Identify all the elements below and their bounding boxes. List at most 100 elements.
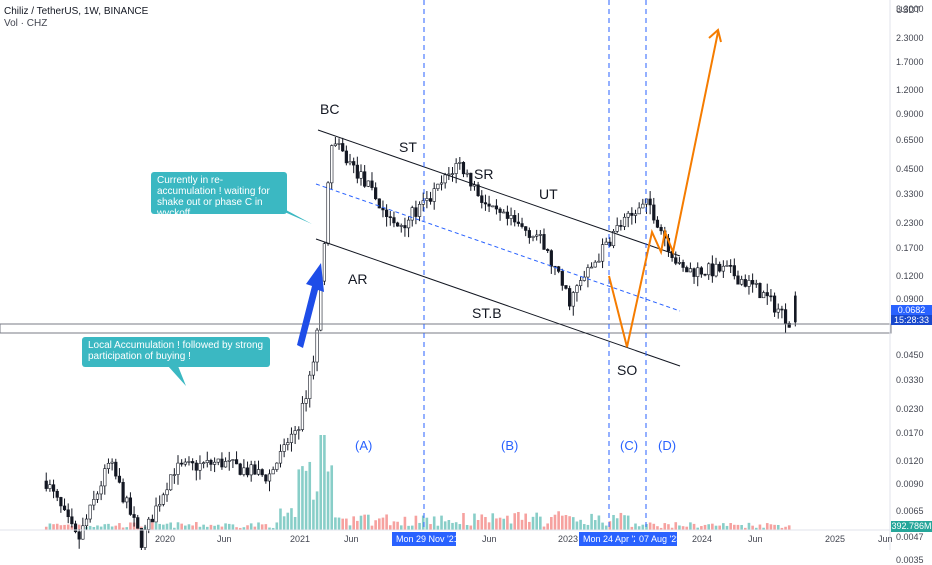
- candle-body: [84, 518, 89, 527]
- candle-body: [359, 171, 363, 179]
- candle-body: [352, 161, 356, 166]
- volume-bar: [626, 515, 630, 530]
- volume-bar: [399, 525, 403, 530]
- candle-body: [88, 504, 92, 520]
- volume-bar: [205, 526, 209, 530]
- volume-bar: [162, 524, 165, 530]
- volume-bar: [542, 526, 546, 530]
- volume-bar: [440, 515, 443, 530]
- candle-body: [428, 198, 433, 202]
- volume-bar: [462, 513, 465, 530]
- candle-body: [81, 525, 85, 540]
- candle-body: [461, 162, 466, 175]
- candle-body: [308, 374, 312, 399]
- candle-series: [44, 137, 797, 550]
- candle-body: [637, 207, 641, 215]
- volume-bar: [334, 517, 337, 530]
- candle-body: [92, 499, 96, 506]
- volume-bar: [209, 524, 213, 530]
- candle-body: [370, 180, 374, 188]
- volume-bar: [575, 521, 579, 530]
- volume-bar: [765, 523, 769, 530]
- volume-bar: [615, 518, 619, 530]
- volume-bar: [301, 466, 304, 530]
- candle-body: [765, 292, 769, 297]
- volume-bar: [96, 525, 99, 530]
- volume-bar: [528, 521, 531, 530]
- candle-body: [729, 265, 733, 267]
- volume-bar: [582, 524, 586, 530]
- projection-path: [608, 31, 719, 348]
- volume-bar: [637, 526, 641, 530]
- label-so: SO: [617, 362, 638, 378]
- volume-bar: [553, 514, 557, 530]
- candle-body: [707, 263, 711, 276]
- candle-body: [783, 309, 788, 324]
- candle-body: [710, 263, 714, 277]
- candle-body: [73, 523, 78, 533]
- time-tick: Jun: [748, 534, 763, 544]
- candle-body: [655, 219, 660, 228]
- volume-bar: [436, 525, 440, 530]
- candle-body: [337, 143, 341, 145]
- candle-body: [542, 234, 546, 250]
- candle-body: [44, 480, 48, 489]
- support-zone: [0, 323, 892, 334]
- channel-mid-line: [315, 183, 681, 312]
- candle-body: [754, 283, 758, 285]
- volume-bar: [714, 525, 718, 530]
- candle-body: [589, 266, 594, 269]
- candle-body: [571, 292, 575, 307]
- volume-bar: [107, 523, 110, 530]
- candle-body: [300, 403, 305, 430]
- volume-bar: [619, 512, 623, 530]
- price-tick: 0.0035: [896, 555, 924, 565]
- callout-local-accumulation: Local Accumulation ! followed by strong …: [82, 337, 270, 367]
- volume-bar: [59, 525, 63, 530]
- candle-body: [311, 361, 316, 376]
- candle-body: [191, 461, 195, 464]
- candle-body: [494, 205, 499, 210]
- bar-countdown-tag: 15:28:33: [891, 315, 932, 325]
- volume-bar: [667, 524, 670, 530]
- volume-bar: [410, 525, 414, 530]
- volume-bar: [425, 517, 429, 530]
- candle-body: [304, 398, 308, 404]
- volume-bar: [634, 523, 637, 530]
- candle-body: [502, 211, 506, 214]
- candle-body: [344, 150, 348, 164]
- candle-body: [604, 241, 608, 245]
- volume-bar: [345, 518, 348, 530]
- candle-body: [114, 461, 118, 477]
- volume-bar: [546, 523, 549, 530]
- volume-bar: [776, 524, 780, 530]
- volume-bar: [740, 525, 743, 530]
- volume-bar: [114, 525, 118, 530]
- volume-bar: [88, 525, 92, 530]
- volume-bar: [535, 512, 538, 530]
- candle-body: [549, 250, 553, 267]
- candle-body: [611, 231, 616, 247]
- volume-bar: [220, 526, 224, 530]
- bubble-tail-local: [168, 366, 186, 386]
- volume-bar: [92, 527, 96, 530]
- volume-bar: [257, 522, 260, 530]
- candle-body: [395, 222, 400, 227]
- volume-bar: [597, 515, 601, 530]
- volume-bar: [506, 515, 509, 530]
- volume-bar: [451, 522, 454, 530]
- volume-bar: [337, 517, 341, 530]
- candle-body: [747, 280, 751, 287]
- candle-body: [267, 473, 272, 482]
- volume-bar: [414, 515, 418, 530]
- candle-body: [209, 460, 213, 465]
- price-tick: 0.2300: [896, 218, 924, 229]
- volume-bar: [443, 521, 447, 530]
- volume-bar: [421, 515, 425, 530]
- candle-body: [341, 143, 345, 152]
- volume-bar: [524, 513, 527, 530]
- candle-body: [388, 216, 392, 218]
- candle-body: [564, 285, 568, 289]
- volume-bar: [378, 518, 381, 530]
- candle-body: [125, 497, 129, 503]
